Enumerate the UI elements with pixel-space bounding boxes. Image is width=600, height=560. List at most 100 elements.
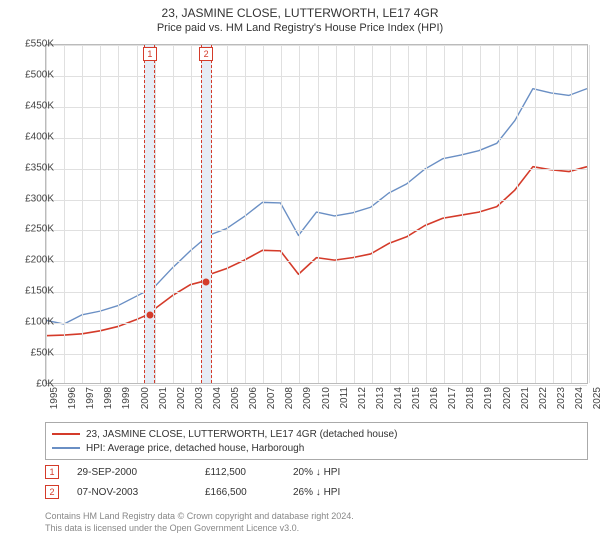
x-axis-label: 1999 [121, 387, 132, 409]
gridline-h [46, 107, 587, 108]
legend-swatch [52, 447, 80, 449]
gridline-v [64, 45, 65, 383]
gridline-h [46, 169, 587, 170]
gridline-h [46, 230, 587, 231]
chart-subtitle: Price paid vs. HM Land Registry's House … [0, 22, 600, 34]
event-id-box: 1 [45, 465, 59, 479]
x-axis-label: 2016 [429, 387, 440, 409]
gridline-v [245, 45, 246, 383]
y-axis-label: £100K [9, 317, 54, 328]
gridline-v [336, 45, 337, 383]
chart-area: 12 [45, 44, 588, 384]
y-axis-label: £450K [9, 100, 54, 111]
gridline-v [390, 45, 391, 383]
y-axis-label: £250K [9, 224, 54, 235]
x-axis-label: 2020 [502, 387, 513, 409]
gridline-v [372, 45, 373, 383]
x-axis-label: 2000 [140, 387, 151, 409]
gridline-v [137, 45, 138, 383]
y-axis-label: £300K [9, 193, 54, 204]
x-axis-label: 2022 [538, 387, 549, 409]
event-price: £166,500 [205, 487, 275, 498]
x-axis-label: 2007 [266, 387, 277, 409]
x-axis-label: 2019 [483, 387, 494, 409]
x-axis-label: 2010 [321, 387, 332, 409]
x-axis-label: 2001 [158, 387, 169, 409]
gridline-v [553, 45, 554, 383]
gridline-v [480, 45, 481, 383]
x-axis-label: 2017 [447, 387, 458, 409]
data-point [203, 279, 210, 286]
gridline-v [408, 45, 409, 383]
event-band [144, 45, 155, 383]
x-axis-label: 2008 [284, 387, 295, 409]
gridline-v [263, 45, 264, 383]
gridline-h [46, 138, 587, 139]
x-axis-label: 2018 [465, 387, 476, 409]
gridline-v [426, 45, 427, 383]
event-row: 207-NOV-2003£166,50026% ↓ HPI [45, 482, 588, 502]
y-axis-label: £0K [9, 379, 54, 390]
gridline-h [46, 385, 587, 386]
event-price: £112,500 [205, 467, 275, 478]
event-marker-box: 1 [143, 47, 157, 61]
gridline-v [191, 45, 192, 383]
x-axis-label: 1995 [49, 387, 60, 409]
gridline-v [354, 45, 355, 383]
gridline-v [299, 45, 300, 383]
gridline-v [499, 45, 500, 383]
gridline-v [462, 45, 463, 383]
gridline-h [46, 45, 587, 46]
x-axis-label: 2025 [592, 387, 600, 409]
legend-label: 23, JASMINE CLOSE, LUTTERWORTH, LE17 4GR… [86, 429, 397, 440]
footer-attribution: Contains HM Land Registry data © Crown c… [45, 510, 588, 534]
gridline-v [173, 45, 174, 383]
x-axis-label: 2002 [176, 387, 187, 409]
gridline-h [46, 323, 587, 324]
x-axis-label: 2011 [339, 387, 350, 409]
x-axis-label: 2004 [212, 387, 223, 409]
gridline-h [46, 292, 587, 293]
x-axis-label: 2015 [411, 387, 422, 409]
gridline-v [118, 45, 119, 383]
legend-item: 23, JASMINE CLOSE, LUTTERWORTH, LE17 4GR… [52, 427, 581, 441]
chart-title: 23, JASMINE CLOSE, LUTTERWORTH, LE17 4GR [0, 6, 600, 20]
chart-container: 23, JASMINE CLOSE, LUTTERWORTH, LE17 4GR… [0, 0, 600, 560]
footer-line: This data is licensed under the Open Gov… [45, 522, 588, 534]
x-axis-label: 1996 [67, 387, 78, 409]
events-table: 129-SEP-2000£112,50020% ↓ HPI207-NOV-200… [45, 462, 588, 502]
gridline-h [46, 261, 587, 262]
event-comparison: 26% ↓ HPI [293, 487, 413, 498]
y-axis-label: £400K [9, 131, 54, 142]
event-id-box: 2 [45, 485, 59, 499]
x-axis-label: 2003 [194, 387, 205, 409]
y-axis-label: £50K [9, 348, 54, 359]
gridline-v [100, 45, 101, 383]
series-svg [46, 45, 587, 383]
y-axis-label: £550K [9, 39, 54, 50]
x-axis-label: 2005 [230, 387, 241, 409]
gridline-h [46, 200, 587, 201]
gridline-v [589, 45, 590, 383]
gridline-v [444, 45, 445, 383]
gridline-v [571, 45, 572, 383]
x-axis-label: 2014 [393, 387, 404, 409]
gridline-v [535, 45, 536, 383]
gridline-v [227, 45, 228, 383]
gridline-v [517, 45, 518, 383]
event-band [201, 45, 212, 383]
legend-label: HPI: Average price, detached house, Harb… [86, 443, 304, 454]
event-date: 29-SEP-2000 [77, 467, 187, 478]
y-axis-label: £350K [9, 162, 54, 173]
gridline-v [318, 45, 319, 383]
event-row: 129-SEP-2000£112,50020% ↓ HPI [45, 462, 588, 482]
x-axis-label: 1998 [103, 387, 114, 409]
legend-swatch [52, 433, 80, 435]
x-axis-label: 2013 [375, 387, 386, 409]
x-axis-label: 2006 [248, 387, 259, 409]
gridline-v [281, 45, 282, 383]
x-axis-label: 1997 [85, 387, 96, 409]
footer-line: Contains HM Land Registry data © Crown c… [45, 510, 588, 522]
gridline-h [46, 76, 587, 77]
series-line [46, 89, 587, 324]
